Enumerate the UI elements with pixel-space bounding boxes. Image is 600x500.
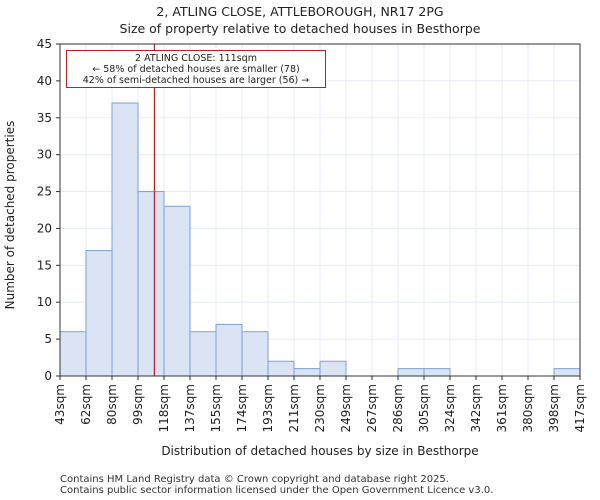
x-tick-label: 417sqm (573, 384, 587, 432)
x-tick-label: 230sqm (313, 384, 327, 432)
x-tick-label: 80sqm (105, 384, 119, 425)
histogram-bar (397, 368, 425, 377)
x-tick-label: 211sqm (287, 384, 301, 432)
histogram-bar (293, 368, 321, 377)
chart-subtitle: Size of property relative to detached ho… (119, 21, 481, 36)
x-tick-label: 193sqm (261, 384, 275, 432)
x-tick-label: 342sqm (469, 384, 483, 432)
histogram-bar (319, 360, 347, 377)
y-tick-label: 40 (37, 74, 52, 88)
x-tick-label: 118sqm (157, 384, 171, 432)
x-axis-label: Distribution of detached houses by size … (161, 444, 479, 458)
x-tick-label: 62sqm (79, 384, 93, 425)
y-axis-label: Number of detached properties (3, 120, 17, 310)
x-tick-label: 174sqm (235, 384, 249, 432)
x-tick-label: 398sqm (547, 384, 561, 432)
x-tick-label: 43sqm (53, 384, 67, 425)
x-tick-label: 267sqm (365, 384, 379, 432)
y-tick-label: 5 (44, 332, 52, 346)
x-tick-label: 361sqm (495, 384, 509, 432)
x-tick-label: 305sqm (417, 384, 431, 432)
histogram-bar (85, 250, 113, 377)
x-tick-label: 380sqm (521, 384, 535, 432)
annotation-line-1: 2 ATLING CLOSE: 111sqm (135, 53, 257, 64)
histogram-bar (553, 368, 581, 377)
histogram-bar (111, 102, 139, 377)
histogram-bar (267, 360, 295, 377)
histogram-bar (241, 331, 269, 377)
histogram-bar (423, 368, 451, 377)
y-tick-label: 25 (37, 185, 52, 199)
y-tick-label: 0 (44, 369, 52, 383)
footer-copyright: Contains HM Land Registry data © Crown c… (60, 474, 449, 485)
x-tick-label: 249sqm (339, 384, 353, 432)
y-tick-label: 10 (37, 295, 52, 309)
x-tick-label: 99sqm (131, 384, 145, 425)
y-tick-label: 35 (37, 111, 52, 125)
histogram-bar (137, 191, 165, 377)
property-annotation-box: 2 ATLING CLOSE: 111sqm ← 58% of detached… (66, 50, 326, 88)
histogram-bar (59, 331, 87, 377)
x-tick-label: 324sqm (443, 384, 457, 432)
y-tick-label: 15 (37, 258, 52, 272)
y-tick-label: 45 (37, 37, 52, 51)
histogram-bar (189, 331, 217, 377)
histogram-bar (163, 205, 191, 377)
annotation-line-3: 42% of semi-detached houses are larger (… (82, 75, 310, 86)
y-tick-label: 30 (37, 148, 52, 162)
y-tick-label: 20 (37, 221, 52, 235)
footer-licence: Contains public sector information licen… (60, 485, 494, 496)
x-tick-label: 137sqm (183, 384, 197, 432)
x-tick-label: 286sqm (391, 384, 405, 432)
x-tick-label: 155sqm (209, 384, 223, 432)
annotation-line-2: ← 58% of detached houses are smaller (78… (92, 64, 300, 75)
histogram-bar (215, 323, 243, 377)
chart-title: 2, ATLING CLOSE, ATTLEBOROUGH, NR17 2PG (156, 4, 444, 19)
